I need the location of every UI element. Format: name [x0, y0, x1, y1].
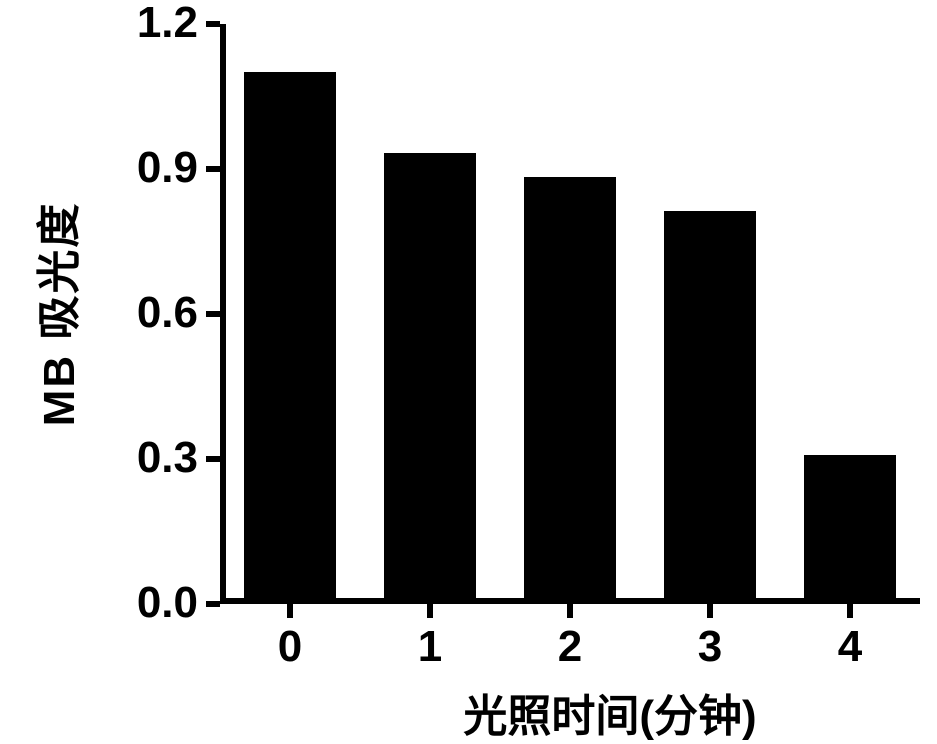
x-axis-label: 光照时间(分钟)	[410, 680, 810, 744]
bar	[664, 211, 756, 598]
x-tick-label: 3	[670, 622, 750, 672]
x-tick-label: 2	[530, 622, 610, 672]
bar-chart: MB 吸光度 光照时间(分钟) 0.00.30.60.91.2 01234	[0, 0, 937, 727]
x-tick	[287, 604, 293, 618]
x-tick-label: 0	[250, 622, 330, 672]
y-tick	[206, 311, 220, 317]
bar	[244, 72, 336, 598]
x-tick	[567, 604, 573, 618]
x-tick	[707, 604, 713, 618]
x-tick	[427, 604, 433, 618]
y-axis-line	[220, 24, 226, 604]
bar	[384, 153, 476, 598]
y-tick	[206, 601, 220, 607]
y-tick	[206, 456, 220, 462]
x-tick-label: 4	[810, 622, 890, 672]
bar	[524, 177, 616, 598]
y-tick	[206, 166, 220, 172]
y-tick-label: 0.0	[108, 578, 198, 628]
y-axis-label: MB 吸光度	[23, 164, 73, 464]
bar	[804, 455, 896, 599]
x-tick	[847, 604, 853, 618]
y-tick-label: 0.3	[108, 433, 198, 483]
y-tick-label: 0.6	[108, 288, 198, 338]
y-tick	[206, 21, 220, 27]
y-tick-label: 0.9	[108, 143, 198, 193]
plot-area	[220, 24, 920, 604]
x-tick-label: 1	[390, 622, 470, 672]
y-tick-label: 1.2	[108, 0, 198, 48]
